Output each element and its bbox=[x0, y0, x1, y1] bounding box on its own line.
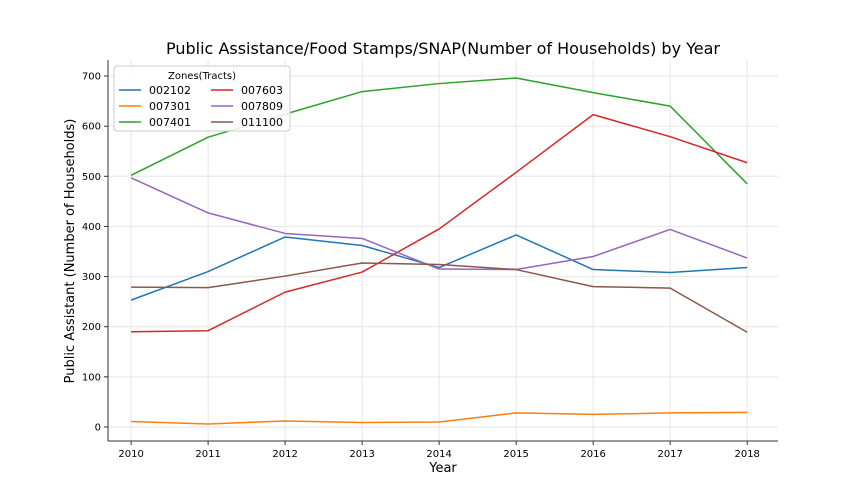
legend-label: 007603 bbox=[241, 84, 283, 97]
x-tick-label: 2016 bbox=[580, 449, 605, 460]
axes bbox=[104, 60, 778, 445]
tick-labels: 2010 2011 2012 2013 2014 2015 2016 2017 2018 0 100… bbox=[82, 72, 760, 460]
legend: Zones(Tracts) 002102 007301 007401 007603 00… bbox=[113, 65, 291, 132]
series-lines bbox=[130, 77, 748, 425]
series-line-011100 bbox=[131, 262, 748, 333]
series-line-007603 bbox=[131, 113, 748, 333]
x-tick-label: 2015 bbox=[503, 449, 528, 460]
x-tick-label: 2017 bbox=[657, 449, 682, 460]
legend-box bbox=[113, 65, 291, 132]
y-tick-label: 100 bbox=[82, 372, 101, 383]
series-line-002102 bbox=[130, 234, 748, 301]
legend-label: 007401 bbox=[149, 116, 191, 129]
legend-label: 007301 bbox=[149, 100, 191, 113]
x-tick-label: 2018 bbox=[734, 449, 759, 460]
series-line-007809 bbox=[130, 177, 748, 271]
x-tick-label: 2013 bbox=[349, 449, 374, 460]
x-tick-label: 2014 bbox=[426, 449, 451, 460]
series-line-007301 bbox=[131, 411, 748, 425]
x-tick-label: 2010 bbox=[118, 449, 143, 460]
y-tick-label: 0 bbox=[95, 422, 101, 433]
y-axis-label: Public Assistant (Number of Households) bbox=[63, 119, 78, 384]
legend-title: Zones(Tracts) bbox=[168, 71, 236, 82]
y-tick-label: 300 bbox=[82, 272, 101, 283]
legend-label: 002102 bbox=[149, 84, 191, 97]
y-tick-label: 400 bbox=[82, 222, 101, 233]
x-tick-label: 2011 bbox=[195, 449, 220, 460]
y-tick-label: 600 bbox=[82, 122, 101, 133]
x-axis-label: Year bbox=[428, 461, 457, 476]
chart-title: Public Assistance/Food Stamps/SNAP(Numbe… bbox=[166, 39, 720, 58]
y-tick-label: 500 bbox=[82, 172, 101, 183]
legend-label: 011100 bbox=[241, 116, 283, 129]
legend-label: 007809 bbox=[241, 100, 283, 113]
y-tick-label: 700 bbox=[82, 72, 101, 83]
y-tick-label: 200 bbox=[82, 322, 101, 333]
x-tick-label: 2012 bbox=[272, 449, 297, 460]
